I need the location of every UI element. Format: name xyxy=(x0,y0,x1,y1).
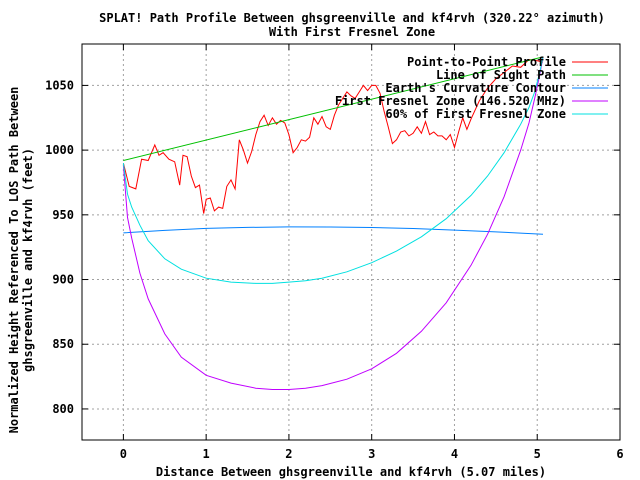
series-point-to-point-profile xyxy=(122,58,544,214)
y-tick-label: 900 xyxy=(52,273,74,287)
y-tick-label: 950 xyxy=(52,208,74,222)
series-60-of-first-fresnel-zone xyxy=(122,56,544,284)
y-axis-label-line1: Normalized Height Referenced To LOS Path… xyxy=(7,87,21,434)
y-tick-label: 850 xyxy=(52,337,74,351)
x-axis-label: Distance Between ghsgreenville and kf4rv… xyxy=(156,465,546,479)
y-tick-label: 1000 xyxy=(45,143,74,157)
x-tick-label: 0 xyxy=(120,447,127,461)
plot-frame xyxy=(81,43,621,441)
y-tick-label: 800 xyxy=(52,402,74,416)
chart-subtitle: With First Fresnel Zone xyxy=(269,25,435,39)
legend-label: Point-to-Point Profile xyxy=(407,55,566,69)
grid xyxy=(82,44,620,440)
y-axis-label-line2: ghsgreenville and kf4rvh (feet) xyxy=(21,148,35,372)
chart-title: SPLAT! Path Profile Between ghsgreenvill… xyxy=(99,11,605,25)
series-first-fresnel-zone-146-520-mhz xyxy=(122,56,544,390)
x-tick-label: 2 xyxy=(285,447,292,461)
series-line-of-sight-path xyxy=(123,56,544,161)
legend-label: First Fresnel Zone (146.520 MHz) xyxy=(335,94,566,108)
x-tick-label: 1 xyxy=(203,447,210,461)
y-tick-label: 1050 xyxy=(45,78,74,92)
x-tick-label: 4 xyxy=(451,447,458,461)
legend-label: Line of Sight Path xyxy=(436,68,566,82)
series-layer xyxy=(122,56,544,390)
x-tick-label: 5 xyxy=(534,447,541,461)
x-tick-label: 3 xyxy=(368,447,375,461)
legend-label: Earth's Curvature Contour xyxy=(385,81,566,95)
legend-label: 60% of First Fresnel Zone xyxy=(385,107,566,121)
x-tick-label: 6 xyxy=(616,447,623,461)
axis-ticks: 0 1 2 3 4 5 6 800 850 900 950 1000 1050 xyxy=(45,44,624,461)
series-earth-s-curvature-contour xyxy=(123,226,544,235)
